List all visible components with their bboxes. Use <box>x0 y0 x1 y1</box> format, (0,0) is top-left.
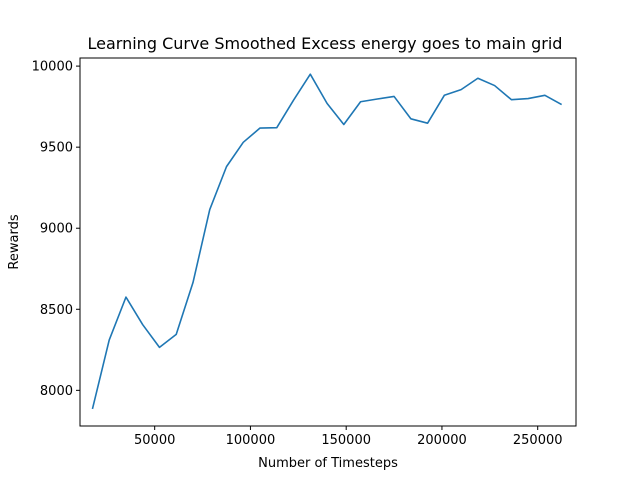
axes-frame <box>79 57 577 427</box>
x-tick-label: 200000 <box>417 433 467 448</box>
plot-area <box>91 73 563 410</box>
x-tick-label: 250000 <box>513 433 563 448</box>
y-tick-label: 8500 <box>40 303 73 318</box>
x-tick-label: 150000 <box>321 433 371 448</box>
axis-ticks: 50000 100000 150000 200000 250000 8000 8500 900… <box>32 60 563 448</box>
y-tick-label: 10000 <box>32 60 73 75</box>
series-line <box>91 73 563 410</box>
y-tick-label: 9000 <box>40 222 73 237</box>
y-tick-label: 8000 <box>40 384 73 399</box>
y-tick-label: 9500 <box>40 141 73 156</box>
chart-title: Learning Curve Smoothed Excess energy go… <box>88 34 563 53</box>
y-axis-label: Rewards <box>7 214 22 269</box>
x-tick-label: 50000 <box>134 433 175 448</box>
x-tick-label: 100000 <box>226 433 276 448</box>
x-axis-label: Number of Timesteps <box>258 456 398 471</box>
